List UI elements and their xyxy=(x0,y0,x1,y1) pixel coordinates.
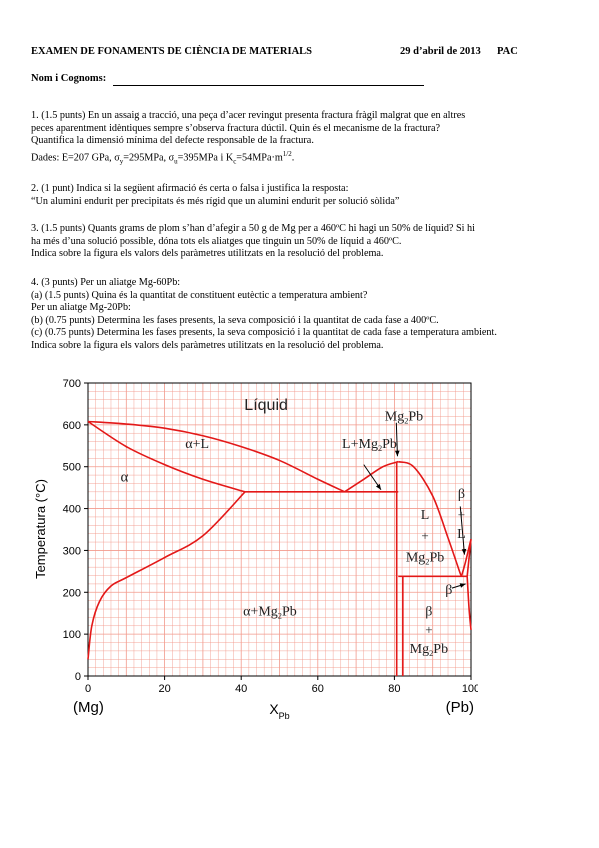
x-tick-label: 60 xyxy=(312,683,324,695)
x-tick-label: 80 xyxy=(388,683,400,695)
label-l-mg2pb-mg2pb: Mg2Pb xyxy=(406,551,444,567)
axis-end-labels: (Mg) (Pb) xyxy=(73,699,474,716)
q1-line-2: peces aparentment idèntiques sempre s’ob… xyxy=(31,122,441,134)
x-tick-label: 100 xyxy=(462,683,478,695)
label-beta-l-b: β xyxy=(458,487,465,502)
label-beta-mg2pb-mg2pb: Mg2Pb xyxy=(410,642,448,658)
phase-line-liquidus-mg2pb-left xyxy=(344,460,399,493)
x-end-label-mg: (Mg) xyxy=(73,699,104,716)
phase-line-liquidus-mg-side xyxy=(87,420,345,493)
x-axis-label-text: XPb xyxy=(269,701,289,721)
y-tick-label: 700 xyxy=(63,378,81,390)
y-tick-label: 500 xyxy=(63,462,81,474)
label-mg2pb: Mg2Pb xyxy=(385,410,423,426)
y-tick-label: 300 xyxy=(63,545,81,557)
axis-ticks: 0 100 200 300 400 500 600 700 0 20 40 60 80 100 xyxy=(63,378,478,695)
label-l-mg2pb-plus: + xyxy=(421,528,428,543)
q3-line-2: ha més d’una solució possible, dóna tots… xyxy=(31,235,402,247)
label-beta: β xyxy=(445,583,452,598)
arrow-beta-l-head xyxy=(461,548,467,555)
x-axis-label: XPb xyxy=(269,701,289,721)
arrow-beta-l xyxy=(459,506,465,555)
question-4: 4. (3 punts) Per un aliatge Mg-60Pb: (a)… xyxy=(31,277,571,353)
plot-frame xyxy=(87,382,472,677)
label-alpha: α xyxy=(120,469,128,485)
question-2: 2. (1 punt) Indica si la següent afirmac… xyxy=(31,183,571,208)
label-l-mg2pb-l: L xyxy=(421,508,430,523)
label-l-mg2pb: L+Mg2Pb xyxy=(342,437,397,453)
phase-line-liquidus-mg2pb-right xyxy=(397,460,463,577)
arrow-l-mg2pb-head xyxy=(375,483,381,490)
label-beta-mg2pb-b: β xyxy=(425,604,432,619)
y-axis-label: Temperatura (°C) xyxy=(33,479,48,579)
x-tick-label: 20 xyxy=(158,683,170,695)
exam-code: PAC xyxy=(497,46,518,57)
label-alpha-l: α+L xyxy=(185,437,209,452)
q4-line-1: 4. (3 punts) Per un aliatge Mg-60Pb: xyxy=(31,277,181,288)
label-beta-mg2pb-plus: + xyxy=(425,622,432,637)
q4-line-4: (b) (0.75 punts) Determina les fases pre… xyxy=(31,314,439,326)
q4-line-3: Per un aliatge Mg-20Pb: xyxy=(31,302,131,314)
annotation-arrows xyxy=(363,422,467,589)
arrow-mg2pb-compound xyxy=(395,422,398,457)
y-tick-label: 200 xyxy=(63,587,81,599)
question-1: 1. (1.5 punts) En un assaig a tracció, u… xyxy=(31,110,571,168)
q1-line-4: Dades: E=207 GPa, σy=295MPa, σu=395MPa i… xyxy=(31,149,295,166)
region-labels: Líquidα+LαL+Mg2PbMg2Pbα+Mg2PbL+Mg2Pbβ+Lβ… xyxy=(120,397,465,658)
phase-boundaries xyxy=(87,420,472,676)
exam-title: EXAMEN DE FONAMENTS DE CIÈNCIA DE MATERI… xyxy=(31,46,313,57)
phase-line-solidus-pb-side xyxy=(466,539,472,577)
name-label: Nom i Cognoms: xyxy=(31,73,107,84)
q2-line-2: “Un alumini endurit per precipitats és m… xyxy=(31,195,400,207)
y-tick-label: 400 xyxy=(63,504,81,516)
phase-diagram: 0 100 200 300 400 500 600 700 0 20 40 60 80 100 Líqui… xyxy=(33,378,478,721)
q1-line-1: 1. (1.5 punts) En un assaig a tracció, u… xyxy=(31,110,466,121)
q4-line-2: (a) (1.5 punts) Quina és la quantitat de… xyxy=(31,289,368,301)
x-tick-label: 0 xyxy=(85,683,91,695)
question-3: 3. (1.5 punts) Quants grams de plom s’ha… xyxy=(31,223,571,261)
label-beta-l-l: L xyxy=(457,527,466,542)
exam-date: 29 d’abril de 2013 xyxy=(400,46,481,57)
phase-line-solidus-mg-side xyxy=(87,420,246,493)
q4-line-5: (c) (0.75 punts) Determina les fases pre… xyxy=(31,327,497,339)
y-tick-label: 100 xyxy=(63,629,81,641)
q1-line-3: Quantifica la dimensió mínima del defect… xyxy=(31,135,314,147)
y-tick-label: 600 xyxy=(63,420,81,432)
name-underline xyxy=(113,85,424,86)
q4-line-6: Indica sobre la figura els valors dels p… xyxy=(31,339,384,351)
label-liquid: Líquid xyxy=(244,397,288,414)
phase-line-solvus-pb-side xyxy=(466,576,472,631)
arrow-mg2pb-compound-head xyxy=(394,450,400,457)
x-tick-label: 40 xyxy=(235,683,247,695)
arrow-beta-mg2pb-head xyxy=(459,583,466,588)
label-beta-l-plus: + xyxy=(458,507,465,522)
q3-line-1: 3. (1.5 punts) Quants grams de plom s’ha… xyxy=(31,223,475,234)
y-tick-label: 0 xyxy=(75,671,81,683)
q3-line-3: Indica sobre la figura els valors dels p… xyxy=(31,248,384,260)
label-alpha-mg2pb: α+Mg2Pb xyxy=(243,604,297,620)
phase-line-solvus-mg-side xyxy=(87,491,246,660)
x-end-label-pb: (Pb) xyxy=(446,699,474,716)
chart-grid xyxy=(88,383,471,676)
q2-line-1: 2. (1 punt) Indica si la següent afirmac… xyxy=(31,183,349,194)
